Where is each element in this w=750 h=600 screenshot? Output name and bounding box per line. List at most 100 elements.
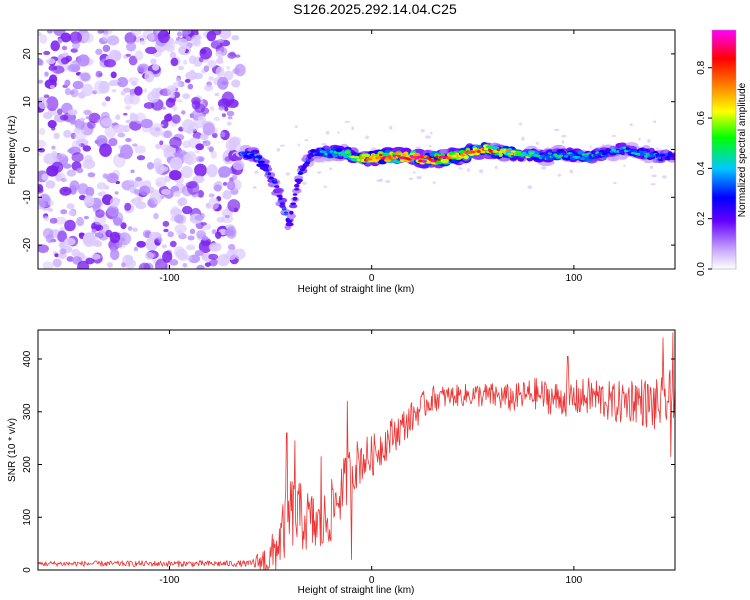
- noise-blob: [148, 33, 155, 42]
- noise-blob: [130, 30, 142, 36]
- ridge-cell: [259, 160, 265, 164]
- ridge-cell: [592, 154, 598, 157]
- ridge-cell: [531, 156, 539, 161]
- ridge-cell: [289, 211, 294, 214]
- ridge-cell: [510, 150, 517, 153]
- noise-speckle: [389, 125, 393, 130]
- noise-blob: [178, 197, 188, 206]
- noise-speckle: [557, 173, 561, 177]
- ridge-cell: [419, 155, 425, 159]
- noise-blob: [198, 157, 204, 162]
- ridge-cell: [261, 163, 267, 167]
- noise-blob: [117, 81, 122, 86]
- y-tick-label: -10: [22, 190, 33, 205]
- noise-speckle: [623, 164, 626, 167]
- noise-speckle: [650, 183, 656, 186]
- noise-blob: [226, 66, 231, 70]
- noise-blob: [163, 145, 177, 160]
- noise-blob: [106, 35, 120, 46]
- ridge-cell: [245, 155, 251, 158]
- noise-speckle: [519, 122, 522, 126]
- noise-speckle: [527, 185, 533, 189]
- noise-blob: [225, 215, 230, 219]
- noise-blob: [97, 30, 104, 34]
- noise-blob: [54, 253, 59, 258]
- noise-blob: [109, 231, 121, 244]
- noise-blob: [50, 40, 60, 52]
- colorbar-tick-label: 0.6: [696, 111, 707, 125]
- noise-speckle: [297, 143, 300, 147]
- ridge-cell: [376, 156, 382, 159]
- noise-blob: [106, 205, 119, 217]
- noise-blob: [126, 41, 137, 52]
- spectrogram-x-label: Height of straight line (km): [298, 284, 415, 295]
- noise-blob: [57, 108, 63, 115]
- noise-blob: [233, 207, 239, 213]
- noise-blob: [46, 96, 59, 111]
- noise-blob: [232, 160, 245, 171]
- noise-blob: [210, 150, 218, 159]
- noise-speckle: [651, 174, 658, 178]
- noise-blob: [64, 237, 76, 246]
- noise-blob: [221, 113, 227, 118]
- noise-blob: [43, 94, 50, 99]
- noise-blob: [66, 203, 75, 210]
- noise-blob: [211, 229, 217, 235]
- ridge-cell: [498, 150, 503, 154]
- noise-blob: [151, 87, 161, 99]
- noise-blob: [175, 77, 181, 83]
- ridge-cell: [354, 155, 360, 159]
- noise-blob: [215, 50, 223, 57]
- noise-blob: [70, 90, 75, 95]
- noise-blob: [174, 214, 184, 224]
- noise-blob: [51, 150, 58, 159]
- noise-speckle: [561, 140, 565, 144]
- noise-blob: [194, 150, 200, 154]
- noise-blob: [78, 91, 86, 99]
- noise-blob: [180, 165, 193, 179]
- noise-blob: [213, 116, 220, 121]
- noise-blob: [60, 178, 67, 182]
- noise-blob: [38, 244, 49, 253]
- noise-speckle: [613, 182, 617, 184]
- y-tick-label: 0: [22, 146, 33, 152]
- noise-blob: [182, 153, 194, 164]
- noise-blob: [94, 80, 106, 95]
- noise-speckle: [317, 171, 322, 174]
- chart-title: S126.2025.292.14.04.C25: [293, 1, 457, 17]
- noise-blob: [72, 40, 80, 50]
- noise-blob: [185, 181, 198, 189]
- noise-blob: [67, 63, 80, 73]
- noise-blob: [178, 65, 185, 71]
- noise-blob: [174, 40, 179, 45]
- noise-speckle: [638, 137, 641, 141]
- noise-blob: [150, 123, 163, 138]
- noise-blob: [78, 232, 84, 237]
- noise-blob: [181, 119, 195, 133]
- noise-blob: [202, 122, 215, 136]
- noise-blob: [60, 32, 72, 43]
- noise-blob: [55, 173, 63, 182]
- noise-blob: [131, 81, 138, 87]
- noise-blob: [43, 216, 50, 222]
- noise-speckle: [432, 181, 436, 185]
- ridge-cell: [400, 156, 405, 160]
- noise-blob: [87, 172, 96, 178]
- noise-blob: [42, 261, 54, 269]
- noise-blob: [184, 78, 191, 83]
- spectrogram-y-label: Frequency (Hz): [7, 116, 18, 185]
- ridge-cell: [278, 197, 283, 200]
- noise-speckle: [285, 172, 291, 176]
- ridge-cell: [287, 219, 292, 223]
- noise-blob: [173, 190, 181, 198]
- ridge-cell: [465, 147, 471, 152]
- noise-blob: [38, 193, 51, 208]
- noise-blob: [44, 71, 49, 77]
- noise-blob: [128, 179, 135, 186]
- noise-speckle: [415, 146, 422, 149]
- noise-speckle: [569, 169, 574, 174]
- ridge-cell: [285, 222, 294, 227]
- noise-blob: [147, 199, 155, 207]
- noise-blob: [63, 129, 72, 138]
- noise-blob: [181, 110, 186, 115]
